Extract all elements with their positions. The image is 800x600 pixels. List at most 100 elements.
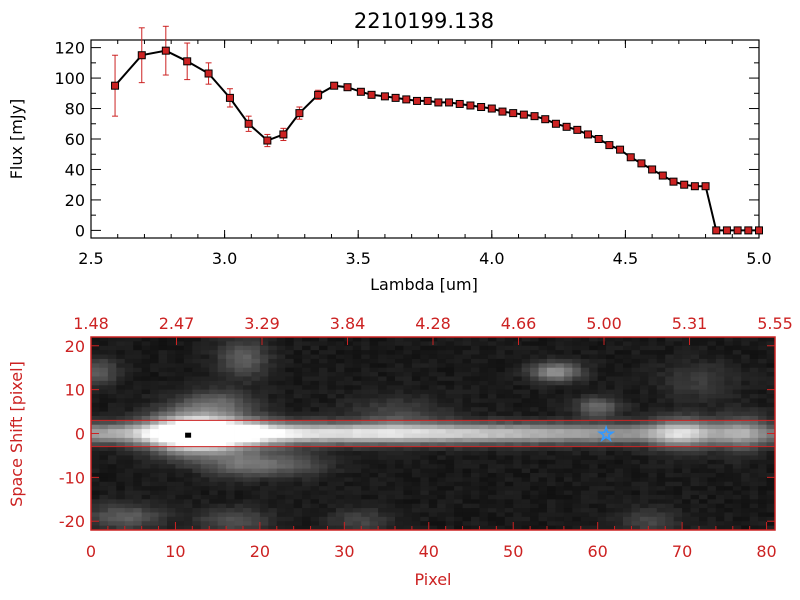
image-pixel [395,415,404,421]
image-pixel [513,442,523,448]
image-pixel [200,446,210,452]
image-pixel [141,468,151,474]
image-pixel [335,402,345,408]
image-pixel [631,508,641,513]
image-pixel [183,468,193,474]
image-pixel [732,525,742,531]
image-pixel [276,354,286,360]
x-tick-label: 40 [419,542,439,561]
image-pixel [411,521,421,527]
image-pixel [141,521,151,527]
image-pixel [226,525,235,531]
image-pixel [285,516,295,522]
image-pixel [192,394,202,399]
image-pixel [648,490,658,496]
image-pixel [344,468,354,474]
image-pixel [589,433,599,439]
image-pixel [530,499,539,505]
image-pixel [749,464,759,469]
image-pixel [209,486,219,491]
image-pixel [614,486,624,491]
image-pixel [606,363,615,369]
image-pixel [175,464,185,469]
image-pixel [665,389,675,395]
image-pixel [420,354,430,360]
image-pixel [411,516,421,522]
image-pixel [217,516,227,522]
image-pixel [597,415,607,421]
image-pixel [547,481,556,487]
image-pixel [445,437,455,443]
image-pixel [361,385,371,391]
image-pixel [310,429,320,434]
image-pixel [471,508,480,513]
image-pixel [555,525,565,531]
image-pixel [200,398,210,404]
image-pixel [614,415,624,421]
image-pixel [302,481,311,487]
data-point [356,87,365,96]
image-pixel [614,358,624,364]
image-pixel [715,486,725,491]
image-pixel [293,380,303,386]
image-pixel [597,455,607,461]
image-pixel [724,446,734,452]
image-pixel [690,411,700,417]
image-pixel [445,411,455,417]
image-pixel [411,477,421,483]
image-pixel [276,508,286,513]
image-pixel [741,367,751,373]
image-pixel [538,486,548,491]
image-pixel [352,415,362,421]
image-pixel [724,345,734,351]
image-pixel [335,516,345,522]
image-pixel [724,481,734,487]
image-pixel [437,516,447,522]
image-pixel [192,389,202,395]
image-pixel [614,442,624,448]
image-pixel [150,437,159,443]
image-pixel [183,486,193,491]
image-pixel [209,424,219,430]
image-pixel [369,411,379,417]
image-pixel [445,521,455,527]
image-pixel [99,486,109,491]
image-pixel [724,516,734,522]
image-pixel [538,437,548,443]
image-pixel [243,429,252,434]
image-pixel [732,494,742,500]
y-tick-label: 0 [75,425,85,444]
image-pixel [656,477,666,483]
image-pixel [226,446,235,452]
image-pixel [437,363,447,369]
image-pixel [158,433,168,439]
image-pixel [513,337,523,342]
image-pixel [327,389,337,395]
image-pixel [293,468,303,474]
image-pixel [454,407,463,412]
image-pixel [741,411,751,417]
image-pixel [395,337,404,342]
image-pixel [175,499,185,505]
image-pixel [395,459,404,465]
image-pixel [580,389,590,395]
image-pixel [234,451,244,456]
image-pixel [217,394,227,399]
image-pixel [259,424,269,430]
image-pixel [395,481,404,487]
image-pixel [580,385,590,391]
image-pixel [724,472,734,478]
image-pixel [268,508,278,513]
data-point [690,182,699,191]
image-pixel [707,494,717,500]
image-pixel [563,451,573,456]
image-pixel [454,503,463,509]
image-pixel [673,508,683,513]
image-pixel [420,398,430,404]
image-pixel [724,455,734,461]
image-pixel [319,341,328,347]
image-pixel [369,380,379,386]
image-pixel [116,341,126,347]
image-pixel [749,367,759,373]
image-pixel [141,402,151,408]
